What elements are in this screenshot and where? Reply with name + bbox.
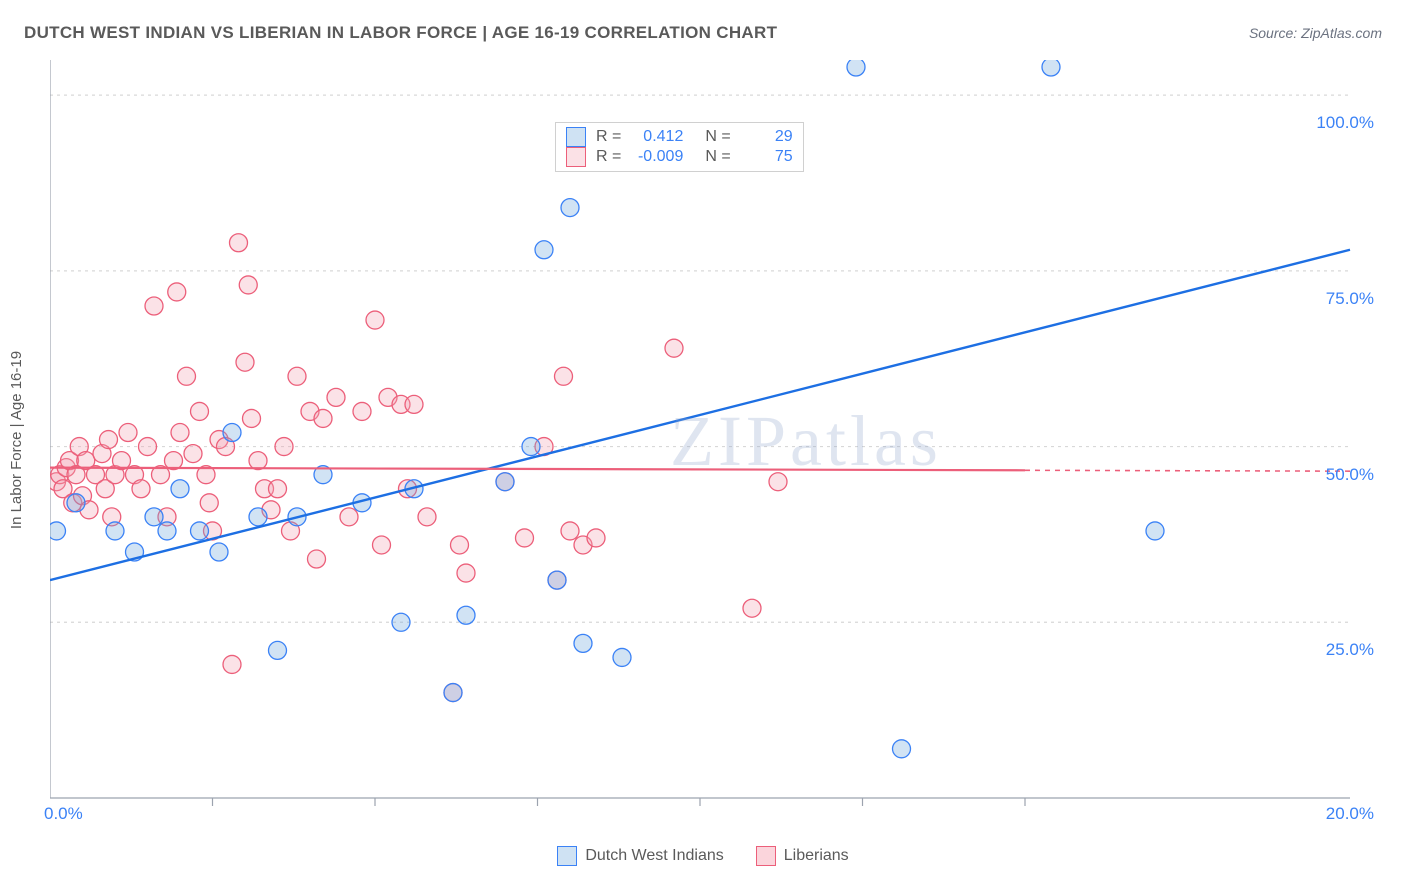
y-tick-label: 100.0% [1316,113,1374,133]
legend-corr-row: R = -0.009 N = 75 [566,147,793,167]
x-tick-label: 20.0% [1326,804,1374,824]
legend-r-value: -0.009 [631,148,683,166]
x-tick-label: 0.0% [44,804,83,824]
scatter-chart [50,60,1380,820]
legend-swatch [566,127,586,147]
legend-n-value: 75 [741,148,793,166]
correlation-legend: R = 0.412 N = 29 R = -0.009 N = 75 [555,122,804,172]
legend-swatch [557,846,577,866]
series-legend: Dutch West Indians Liberians [0,846,1406,892]
y-tick-label: 25.0% [1326,640,1374,660]
legend-r-label: R = [596,148,621,166]
y-tick-label: 75.0% [1326,289,1374,309]
y-tick-label: 50.0% [1326,465,1374,485]
legend-r-value: 0.412 [631,128,683,146]
source-label: Source: ZipAtlas.com [1249,25,1382,41]
series-legend-item: Dutch West Indians [557,846,723,866]
series-legend-label: Liberians [784,847,849,865]
series-legend-item: Liberians [756,846,849,866]
legend-n-value: 29 [741,128,793,146]
chart-title: DUTCH WEST INDIAN VS LIBERIAN IN LABOR F… [24,23,777,43]
series-legend-label: Dutch West Indians [585,847,723,865]
y-axis-label: In Labor Force | Age 16-19 [8,60,25,820]
legend-swatch [756,846,776,866]
plot-area: R =0.412N =29R =-0.009N =75 ZIPatlas 25.… [50,60,1380,820]
legend-n-label: N = [705,128,730,146]
legend-n-label: N = [705,148,730,166]
legend-corr-row: R = 0.412 N = 29 [566,127,793,147]
legend-swatch [566,147,586,167]
legend-r-label: R = [596,128,621,146]
